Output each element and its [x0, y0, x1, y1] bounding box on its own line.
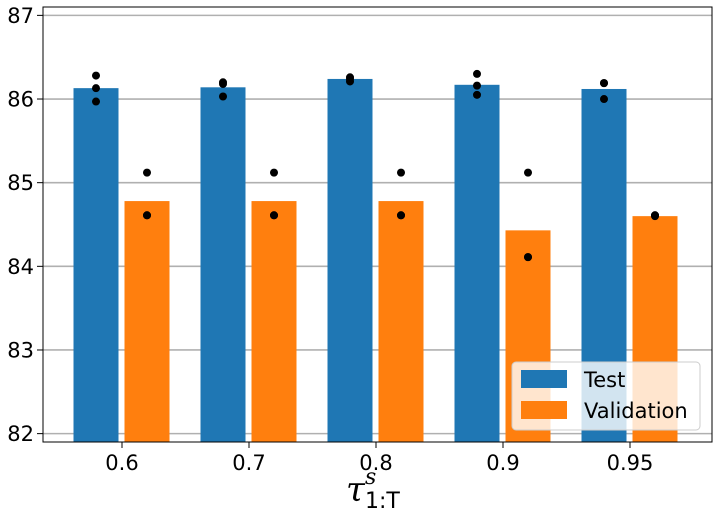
legend-label-test: Test: [583, 368, 625, 392]
point-test: [473, 81, 481, 90]
point-test: [92, 97, 100, 106]
axes: 82 83 84 85 86 87 0.6 0.7 0.8 0.9 0.95: [7, 4, 653, 475]
y-tick-label: 87: [7, 4, 34, 28]
bar-validation-0.6: [124, 201, 170, 442]
y-tick-label: 83: [7, 338, 34, 362]
x-tick-label: 0.9: [486, 451, 519, 475]
legend-label-validation: Validation: [584, 399, 688, 423]
bar-test-0.7: [200, 87, 246, 443]
legend-swatch-validation: [521, 401, 567, 419]
point-validation: [397, 211, 405, 220]
y-tick-label: 85: [7, 171, 34, 195]
bar-test-0.8: [327, 78, 373, 442]
point-test: [92, 71, 100, 80]
x-axis-label-base: τ: [346, 470, 366, 510]
point-validation: [270, 168, 278, 177]
point-validation: [397, 168, 405, 177]
point-validation: [143, 211, 151, 220]
x-tick-label: 0.95: [607, 451, 654, 475]
x-tick-label: 0.6: [105, 451, 138, 475]
x-tick-label: 0.7: [232, 451, 265, 475]
point-test: [219, 92, 227, 101]
point-test: [473, 69, 481, 78]
point-validation: [651, 212, 659, 221]
x-axis-label: τ s 1:T: [346, 465, 400, 514]
point-test: [92, 84, 100, 93]
y-tick-label: 86: [7, 88, 34, 112]
point-validation: [524, 168, 532, 177]
point-test: [600, 95, 608, 104]
plot-frame: [42, 6, 713, 443]
point-test: [219, 79, 227, 88]
point-validation: [270, 211, 278, 220]
legend-swatch-test: [521, 370, 567, 388]
legend: Test Validation: [511, 361, 701, 431]
bar-validation-0.7: [251, 201, 297, 442]
bar-validation-0.8: [378, 201, 424, 442]
y-tick-label: 84: [7, 255, 34, 279]
x-axis-label-superscript: s: [365, 465, 376, 490]
point-validation: [143, 168, 151, 177]
bar-test-0.9: [454, 84, 500, 442]
point-test: [346, 77, 354, 86]
point-test: [473, 90, 481, 99]
x-axis-label-subscript: 1:T: [365, 489, 400, 514]
point-test: [600, 79, 608, 88]
x-tick-label: 0.8: [359, 451, 392, 475]
bar-test-0.6: [73, 88, 119, 443]
data-points: [92, 69, 659, 262]
point-validation: [524, 253, 532, 262]
y-tick-label: 82: [7, 422, 34, 446]
